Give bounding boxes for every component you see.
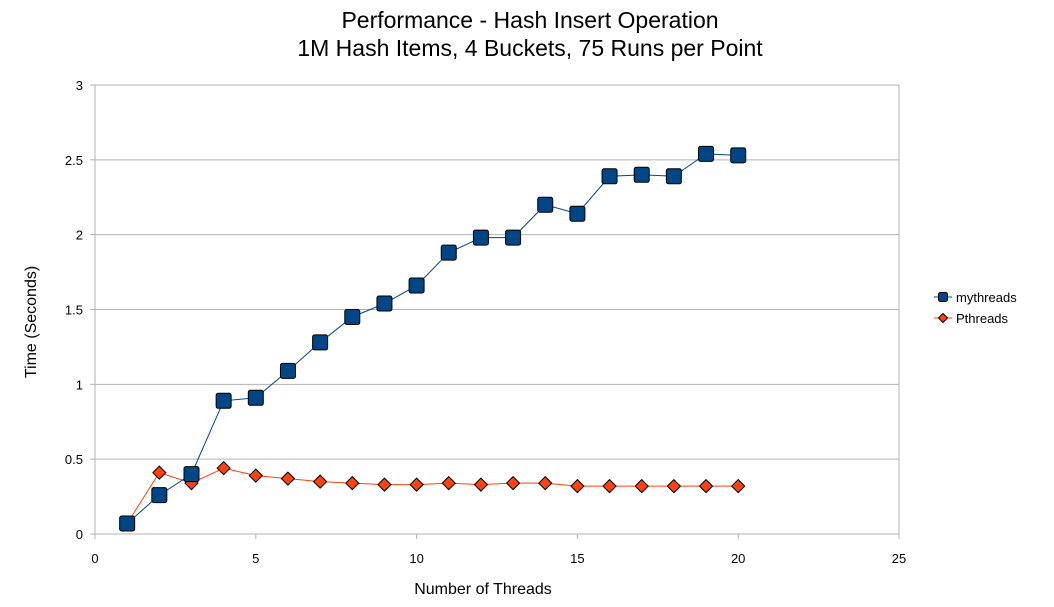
mythreads-point	[344, 308, 361, 325]
pthreads-point	[312, 474, 328, 489]
series-pthreads	[119, 460, 746, 531]
legend: mythreads Pthreads	[934, 290, 1017, 326]
legend-label-mythreads: mythreads	[956, 290, 1017, 305]
pthreads-point	[538, 475, 553, 491]
mythreads-point	[119, 515, 136, 532]
plot-area-border	[94, 84, 900, 535]
x-axis-label: Number of Threads	[414, 581, 552, 598]
pthreads-point	[216, 460, 231, 476]
y-axis-label: Time (Seconds)	[23, 266, 40, 378]
mythreads-point	[569, 205, 586, 222]
mythreads-point	[440, 244, 457, 261]
x-tick-labels: 0 5 10 15 20 25	[91, 551, 906, 566]
mythreads-point	[537, 196, 554, 213]
mythreads-point	[376, 295, 393, 312]
legend-item-pthreads: Pthreads	[934, 311, 1009, 326]
pthreads-point	[505, 475, 521, 491]
y-tick-label: 0	[76, 527, 83, 542]
mythreads-point	[665, 168, 682, 185]
x-tick-label: 20	[731, 551, 745, 566]
pthreads-point	[377, 477, 392, 492]
pthreads-point	[345, 475, 360, 491]
pthreads-point	[730, 478, 746, 494]
legend-marker-pthreads	[937, 312, 949, 324]
mythreads-point	[408, 277, 425, 294]
series-layer	[119, 145, 747, 532]
y-tick-label: 2	[76, 228, 83, 243]
pthreads-point	[666, 478, 682, 494]
pthreads-point	[473, 477, 489, 492]
x-tick-label: 0	[91, 551, 98, 566]
y-tick-label: 2.5	[65, 153, 83, 168]
mythreads-point	[698, 145, 715, 162]
mythreads-point	[215, 392, 232, 409]
x-tick-label: 15	[570, 551, 584, 566]
chart-subtitle: 1M Hash Items, 4 Buckets, 75 Runs per Po…	[297, 35, 763, 61]
y-tick-label: 3	[76, 78, 83, 93]
mythreads-point	[601, 168, 618, 185]
series-mythreads	[119, 145, 747, 532]
legend-label-pthreads: Pthreads	[956, 311, 1009, 326]
pthreads-line	[126, 467, 739, 524]
pthreads-point	[441, 475, 456, 491]
y-tick-label: 1.5	[65, 303, 83, 318]
mythreads-point	[183, 466, 200, 483]
x-tick-label: 25	[892, 551, 906, 566]
axes	[90, 84, 900, 539]
pthreads-point	[152, 465, 167, 480]
mythreads-point	[312, 334, 329, 351]
y-tick-label: 0.5	[65, 452, 83, 467]
legend-marker-mythreads	[938, 292, 948, 302]
pthreads-point	[248, 468, 264, 483]
x-tick-label: 10	[409, 551, 423, 566]
gridlines	[95, 84, 899, 460]
pthreads-point	[602, 478, 617, 494]
mythreads-point	[633, 166, 650, 183]
pthreads-point	[698, 478, 714, 494]
pthreads-point	[634, 478, 649, 494]
y-tick-labels: 0 0.5 1 1.5 2 2.5 3	[65, 78, 83, 542]
pthreads-point	[280, 471, 296, 486]
mythreads-point	[279, 362, 296, 379]
y-tick-label: 1	[76, 377, 83, 392]
legend-item-mythreads: mythreads	[934, 290, 1017, 305]
mythreads-point	[505, 229, 522, 246]
pthreads-point	[409, 477, 424, 492]
chart-title: Performance - Hash Insert Operation	[341, 7, 718, 33]
pthreads-point	[570, 478, 585, 494]
mythreads-point	[247, 389, 264, 406]
mythreads-point	[472, 229, 489, 246]
mythreads-point	[151, 487, 168, 504]
x-tick-label: 5	[252, 551, 259, 566]
mythreads-point	[730, 147, 747, 164]
